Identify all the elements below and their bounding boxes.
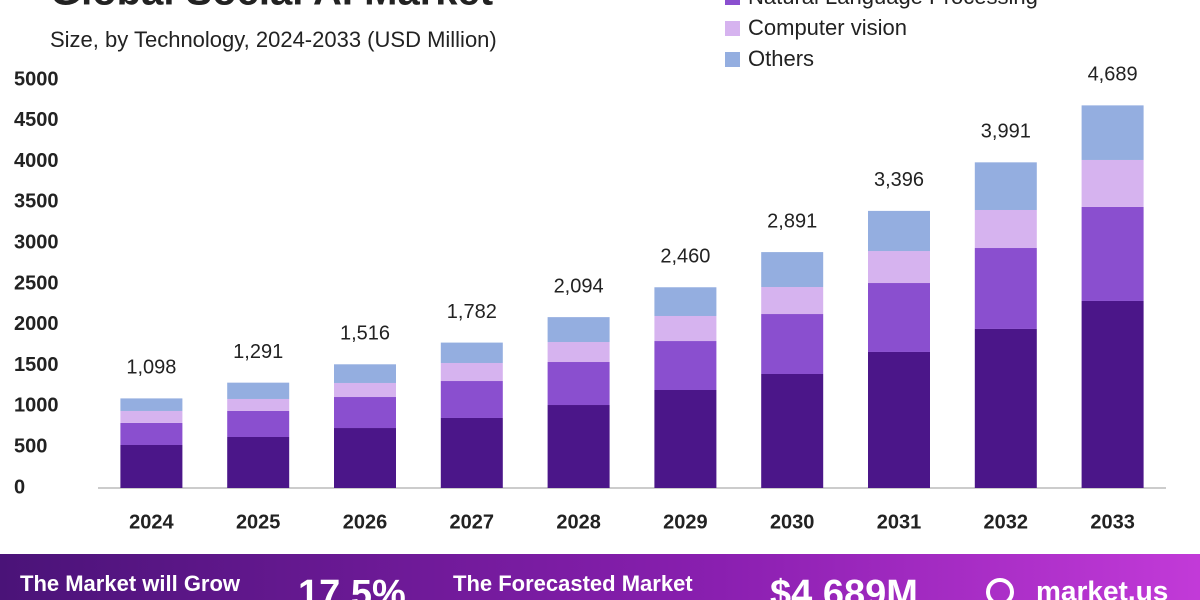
y-tick-label: 3500 (14, 191, 59, 213)
x-tick-label: 2024 (129, 511, 174, 533)
bar-segment (654, 389, 717, 488)
total-label: 2,460 (660, 246, 710, 268)
bar-segment (761, 252, 824, 288)
bar-segment (334, 428, 396, 488)
total-label: 1,098 (126, 357, 176, 379)
banner-value: $4,689M (770, 573, 918, 600)
y-tick-label: 4500 (14, 109, 59, 131)
x-tick-label: 2028 (556, 511, 601, 533)
bar-segment (547, 342, 610, 363)
total-label: 1,516 (340, 323, 390, 345)
bar-segment (1081, 159, 1144, 207)
banner-text: The Forecasted Market (453, 571, 693, 596)
bar-segment (868, 251, 930, 284)
bar-segment (761, 314, 824, 375)
bar-segment (547, 405, 610, 488)
bar-segment (120, 444, 183, 488)
legend-swatch (725, 0, 740, 5)
y-tick-label: 1500 (14, 354, 59, 376)
total-label: 3,396 (874, 169, 924, 191)
brand-icon (986, 578, 1014, 600)
bar-segment (654, 287, 717, 316)
bar-segment (1081, 300, 1144, 488)
y-tick-label: 2500 (14, 272, 59, 294)
y-tick-label: 0 (14, 476, 25, 498)
total-label: 2,891 (767, 210, 817, 232)
total-label: 1,291 (233, 341, 283, 363)
bar-segment (868, 351, 930, 488)
bar-segment (868, 283, 930, 352)
bar-segment (334, 397, 396, 429)
total-label: 3,991 (981, 121, 1031, 143)
bar-segment (440, 381, 503, 418)
legend-label: Others (748, 46, 814, 71)
x-tick-label: 2027 (450, 511, 495, 533)
chart-title: Global Social AI Market (50, 0, 493, 14)
bar-segment (120, 398, 183, 411)
bar-segment (654, 315, 717, 342)
x-tick-label: 2032 (984, 511, 1029, 533)
x-tick-label: 2029 (663, 511, 708, 533)
legend-label: Natural Language Processing (748, 0, 1038, 9)
y-tick-label: 5000 (14, 68, 59, 90)
bar-segment (974, 209, 1037, 249)
bar-segment (974, 328, 1037, 488)
bar-segment (1081, 206, 1144, 301)
x-tick-label: 2030 (770, 511, 815, 533)
chart-subtitle: Size, by Technology, 2024-2033 (USD Mill… (50, 27, 497, 52)
y-tick-label: 1000 (14, 395, 59, 417)
bar-segment (868, 210, 930, 252)
brand: market.us (1036, 575, 1168, 600)
bar-segment (120, 422, 183, 445)
bar-segment (974, 248, 1037, 329)
x-tick-label: 2025 (236, 511, 281, 533)
total-label: 4,689 (1088, 64, 1138, 86)
bar-segment (227, 398, 290, 411)
legend-swatch (725, 52, 740, 67)
bar-segment (654, 341, 717, 390)
bar-segment (227, 382, 290, 399)
y-tick-label: 4000 (14, 150, 59, 172)
bar-segment (440, 417, 503, 488)
banner-cagr: 17.5% (298, 573, 406, 600)
y-tick-label: 500 (14, 435, 47, 457)
total-label: 2,094 (554, 275, 604, 297)
total-label: 1,782 (447, 301, 497, 323)
bar-segment (440, 362, 503, 382)
x-tick-label: 2026 (343, 511, 388, 533)
y-tick-label: 3000 (14, 231, 59, 253)
bar-segment (227, 437, 290, 488)
legend-label: Computer vision (748, 15, 907, 40)
bar-segment (440, 342, 503, 363)
legend-swatch (725, 21, 740, 36)
x-tick-label: 2031 (877, 511, 922, 533)
x-tick-label: 2033 (1090, 511, 1135, 533)
banner (0, 554, 1200, 600)
bar-segment (227, 410, 290, 437)
bar-segment (761, 287, 824, 315)
y-tick-label: 2000 (14, 313, 59, 335)
bar-segment (334, 382, 396, 398)
bar-segment (547, 362, 610, 406)
bar-segment (120, 410, 183, 423)
bar-segment (1081, 105, 1144, 160)
banner-text: The Market will Grow (20, 571, 241, 596)
bar-segment (761, 374, 824, 488)
bar-segment (974, 162, 1037, 210)
bar-segment (334, 364, 396, 383)
bar-segment (547, 317, 610, 343)
